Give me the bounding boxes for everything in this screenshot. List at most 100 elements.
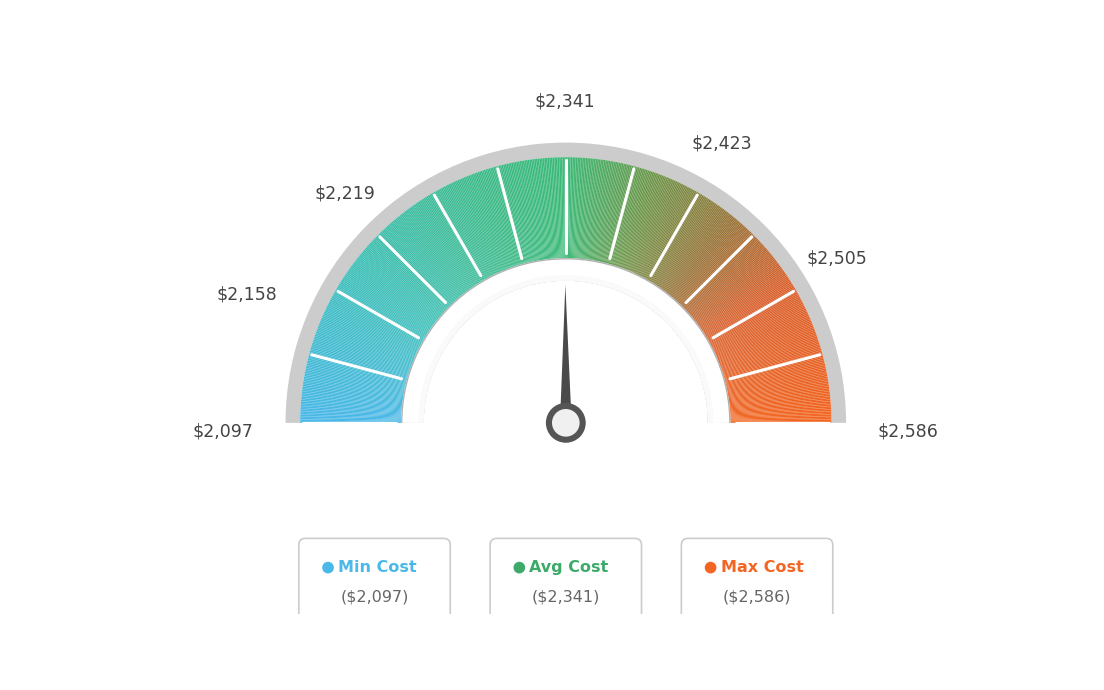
Wedge shape [702,275,787,332]
Wedge shape [718,320,811,360]
Text: $2,219: $2,219 [315,184,375,202]
Wedge shape [403,259,729,423]
Wedge shape [576,158,584,259]
Wedge shape [724,348,821,378]
Wedge shape [346,273,429,331]
Wedge shape [363,250,440,316]
Wedge shape [611,167,640,265]
Wedge shape [316,331,411,367]
Wedge shape [726,366,826,389]
Wedge shape [507,164,530,262]
Wedge shape [471,174,508,269]
Wedge shape [335,290,423,342]
Circle shape [552,409,580,437]
Wedge shape [633,179,675,273]
Wedge shape [331,296,421,345]
Wedge shape [432,193,484,281]
Wedge shape [694,257,775,321]
Wedge shape [354,260,436,323]
Wedge shape [689,246,765,314]
Wedge shape [534,159,548,259]
Wedge shape [672,220,739,298]
Wedge shape [311,344,408,375]
Wedge shape [622,173,657,268]
Wedge shape [649,194,702,282]
Wedge shape [469,175,507,269]
Wedge shape [465,177,505,270]
Wedge shape [558,157,562,258]
Wedge shape [370,242,445,312]
Wedge shape [723,346,820,376]
Wedge shape [330,298,421,346]
Wedge shape [722,339,818,372]
Wedge shape [360,253,439,319]
Wedge shape [573,157,580,258]
Wedge shape [314,337,410,371]
Wedge shape [601,164,624,262]
Wedge shape [302,388,403,402]
Wedge shape [516,161,535,261]
Wedge shape [705,284,793,337]
Wedge shape [304,378,403,396]
Wedge shape [371,241,446,310]
Wedge shape [671,219,737,297]
Circle shape [704,562,716,573]
Wedge shape [681,233,753,306]
Wedge shape [396,217,461,296]
Wedge shape [682,235,755,307]
Wedge shape [729,386,829,401]
Wedge shape [355,259,436,322]
Wedge shape [491,167,521,265]
Wedge shape [383,229,453,304]
Text: $2,505: $2,505 [806,250,867,268]
Wedge shape [332,295,422,344]
Wedge shape [650,195,704,282]
Wedge shape [617,170,649,266]
Wedge shape [374,237,448,308]
Wedge shape [583,159,596,259]
Wedge shape [594,161,613,261]
Wedge shape [482,170,514,266]
Wedge shape [511,163,533,262]
Wedge shape [598,163,620,262]
Wedge shape [590,160,606,260]
Wedge shape [686,241,761,310]
Wedge shape [607,166,634,264]
Wedge shape [585,159,599,259]
Wedge shape [691,251,769,317]
Wedge shape [439,188,488,278]
Wedge shape [544,158,553,259]
Wedge shape [689,247,766,315]
Wedge shape [548,158,555,259]
Wedge shape [643,188,691,277]
Wedge shape [438,189,487,279]
Wedge shape [716,314,809,357]
Wedge shape [675,224,743,300]
Wedge shape [498,166,524,264]
Wedge shape [728,371,827,392]
Wedge shape [661,206,721,289]
Wedge shape [342,277,428,334]
Wedge shape [436,190,487,279]
Wedge shape [404,261,728,423]
Wedge shape [300,418,401,421]
Text: $2,586: $2,586 [878,423,938,441]
Wedge shape [531,159,545,259]
Wedge shape [312,342,408,374]
Polygon shape [560,423,572,439]
Wedge shape [599,163,623,262]
Wedge shape [427,195,481,282]
Wedge shape [300,411,401,417]
Wedge shape [686,239,760,310]
Wedge shape [505,164,529,263]
Wedge shape [698,263,778,324]
Wedge shape [651,196,705,283]
Wedge shape [422,199,478,284]
Wedge shape [343,276,428,333]
Wedge shape [518,161,537,261]
Wedge shape [668,214,731,294]
Wedge shape [596,161,616,261]
Wedge shape [602,164,625,262]
Wedge shape [300,413,401,417]
Wedge shape [668,215,733,295]
